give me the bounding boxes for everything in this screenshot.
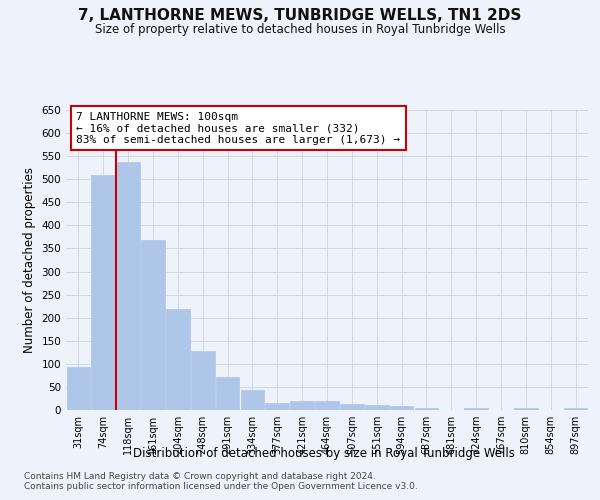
Text: Contains public sector information licensed under the Open Government Licence v3: Contains public sector information licen… [24,482,418,491]
Text: Distribution of detached houses by size in Royal Tunbridge Wells: Distribution of detached houses by size … [133,448,515,460]
Bar [265,403,289,410]
Bar [116,162,140,410]
Text: 7 LANTHORNE MEWS: 100sqm
← 16% of detached houses are smaller (332)
83% of semi-: 7 LANTHORNE MEWS: 100sqm ← 16% of detach… [76,112,400,144]
Bar [241,390,264,410]
Bar [216,377,239,410]
Bar [141,240,165,410]
Bar [191,352,215,410]
Bar [514,408,538,410]
Y-axis label: Number of detached properties: Number of detached properties [23,167,36,353]
Bar [315,401,339,410]
Bar [166,309,190,410]
Bar [340,404,364,410]
Bar [290,401,314,410]
Bar [365,406,389,410]
Bar [464,408,488,410]
Bar [390,406,413,410]
Text: Contains HM Land Registry data © Crown copyright and database right 2024.: Contains HM Land Registry data © Crown c… [24,472,376,481]
Bar [415,408,438,410]
Bar [67,367,90,410]
Bar [564,408,587,410]
Text: 7, LANTHORNE MEWS, TUNBRIDGE WELLS, TN1 2DS: 7, LANTHORNE MEWS, TUNBRIDGE WELLS, TN1 … [79,8,521,22]
Text: Size of property relative to detached houses in Royal Tunbridge Wells: Size of property relative to detached ho… [95,22,505,36]
Bar [91,174,115,410]
